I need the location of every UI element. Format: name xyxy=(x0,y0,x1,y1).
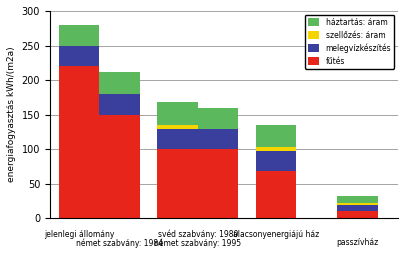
Bar xyxy=(198,108,239,129)
Bar xyxy=(157,129,198,149)
Text: német szabvány: 1984: német szabvány: 1984 xyxy=(76,238,163,248)
Bar xyxy=(157,125,198,129)
Bar xyxy=(59,25,99,46)
Text: passzívház: passzívház xyxy=(336,238,379,248)
Legend: háztartás: áram, szellőzés: áram, melegvízkészítés, fűtés: háztartás: áram, szellőzés: áram, melegv… xyxy=(305,15,394,69)
Bar xyxy=(157,102,198,125)
Bar xyxy=(337,196,378,203)
Bar xyxy=(337,205,378,211)
Bar xyxy=(256,125,296,147)
Y-axis label: energiafogyasztás kWh/(m2a): energiafogyasztás kWh/(m2a) xyxy=(7,47,16,183)
Bar xyxy=(256,171,296,218)
Bar xyxy=(337,211,378,218)
Bar xyxy=(256,147,296,151)
Text: jelenlegi állomány: jelenlegi állomány xyxy=(44,230,114,239)
Bar xyxy=(99,94,140,115)
Bar xyxy=(256,151,296,171)
Bar xyxy=(337,203,378,205)
Text: német szabvány: 1995: német szabvány: 1995 xyxy=(154,238,241,248)
Bar xyxy=(99,115,140,218)
Text: alacsonyenergiájú ház: alacsonyenergiájú ház xyxy=(233,230,319,239)
Bar xyxy=(59,46,99,66)
Bar xyxy=(198,149,239,218)
Text: svéd szabvány: 1980: svéd szabvány: 1980 xyxy=(158,230,238,239)
Bar xyxy=(59,66,99,218)
Bar xyxy=(99,73,140,94)
Bar xyxy=(157,149,198,218)
Bar xyxy=(198,129,239,149)
